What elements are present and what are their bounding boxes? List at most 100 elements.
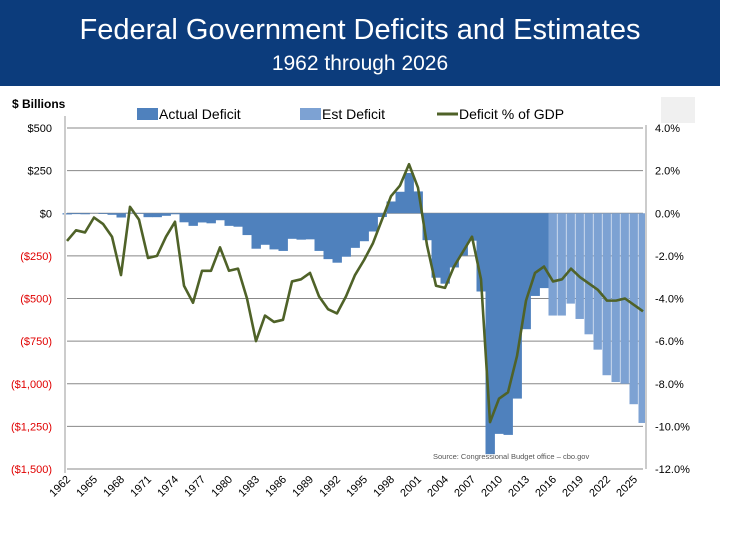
actual-deficit-bar	[305, 213, 315, 240]
actual-deficit-bar	[458, 213, 468, 256]
legend-swatch-actual	[137, 108, 158, 120]
x-tick-label: 2019	[560, 474, 586, 500]
actual-deficit-bar	[530, 213, 540, 296]
right-tick-label: -4.0%	[655, 294, 684, 306]
x-tick-label: 2016	[533, 474, 559, 500]
left-tick-label: ($1,500)	[11, 464, 52, 476]
legend-label-line: Deficit % of GDP	[459, 106, 564, 122]
actual-deficit-bar	[323, 213, 333, 260]
chart-title: Federal Government Deficits and Estimate…	[79, 14, 641, 46]
actual-deficit-bar	[197, 213, 207, 223]
x-tick-label: 1998	[371, 474, 397, 500]
x-tick-label: 1977	[182, 474, 208, 500]
left-tick-label: ($1,250)	[11, 421, 52, 433]
x-tick-label: 2007	[452, 474, 478, 500]
x-tick-label: 1980	[209, 474, 235, 500]
actual-deficit-bar	[134, 213, 144, 214]
legend-label-actual: Actual Deficit	[159, 106, 241, 122]
actual-deficit-bar	[116, 213, 126, 218]
actual-deficit-bar	[242, 213, 252, 236]
legend-placeholder-box	[661, 97, 695, 123]
actual-deficit-bar	[494, 213, 504, 434]
actual-deficit-bar	[368, 213, 378, 232]
actual-deficit-bar	[161, 213, 171, 216]
actual-deficit-bar	[539, 213, 549, 289]
right-tick-label: -2.0%	[655, 251, 684, 263]
right-tick-label: -6.0%	[655, 336, 684, 348]
actual-deficit-bar	[215, 213, 225, 221]
left-tick-label: $250	[28, 166, 52, 178]
actual-deficit-bar	[431, 213, 441, 278]
actual-deficit-bar	[440, 213, 450, 284]
x-tick-label: 1986	[263, 474, 289, 500]
left-tick-label: $0	[40, 208, 52, 220]
x-tick-label: 1971	[128, 474, 154, 500]
actual-deficit-bar	[98, 213, 108, 214]
actual-deficit-bar	[62, 213, 72, 215]
x-tick-label: 1974	[155, 474, 181, 500]
actual-deficit-bar	[485, 213, 495, 455]
right-tick-label: 4.0%	[655, 123, 680, 135]
actual-deficit-bar	[314, 213, 324, 251]
actual-deficit-bar	[179, 213, 189, 223]
x-tick-label: 1983	[236, 474, 262, 500]
x-tick-label: 2004	[425, 474, 451, 500]
x-tick-label: 2022	[587, 474, 613, 500]
chart-subtitle: 1962 through 2026	[271, 52, 449, 75]
actual-deficit-bar	[386, 201, 396, 214]
actual-deficit-bar	[503, 213, 513, 435]
right-tick-label: 0.0%	[655, 208, 680, 220]
actual-deficit-bar	[332, 213, 342, 263]
deficit-pct-gdp-line	[66, 162, 644, 424]
actual-deficit-bar	[206, 213, 216, 224]
x-tick-label: 1962	[47, 474, 73, 500]
est-deficit-bar	[611, 213, 620, 383]
x-tick-label: 2010	[479, 474, 505, 500]
title-banner: Federal Government Deficits and Estimate…	[0, 0, 720, 86]
actual-deficit-bar	[251, 213, 261, 249]
actual-deficit-bar	[449, 213, 459, 268]
left-tick-label: ($500)	[20, 294, 52, 306]
actual-deficit-bar	[143, 213, 153, 218]
actual-deficit-bar	[287, 213, 297, 239]
actual-deficit-bar	[71, 213, 81, 215]
left-tick-label: ($1,000)	[11, 379, 52, 391]
legend-swatch-est	[300, 108, 321, 120]
actual-deficit-bar	[170, 213, 180, 215]
x-tick-label: 1965	[74, 474, 100, 500]
est-deficit-bar	[593, 213, 602, 350]
actual-deficit-bar	[350, 213, 360, 248]
est-deficit-bar	[575, 213, 584, 319]
x-tick-label: 1992	[317, 474, 343, 500]
actual-deficit-bar	[377, 213, 387, 218]
est-deficit-bar	[638, 213, 647, 423]
actual-deficit-bar	[404, 173, 414, 214]
actual-deficit-bar	[341, 213, 351, 257]
y-axis-label: $ Billions	[12, 97, 66, 111]
x-tick-label: 1968	[101, 474, 127, 500]
actual-deficit-bar	[467, 213, 477, 241]
legend: Actual Deficit Est Deficit Deficit % of …	[137, 106, 564, 122]
actual-deficit-bar	[422, 213, 432, 241]
est-deficit-bar	[584, 213, 593, 335]
right-tick-label: -10.0%	[655, 421, 690, 433]
actual-deficit-bar	[395, 191, 405, 214]
actual-deficit-bar	[260, 213, 270, 245]
left-tick-label: $500	[28, 123, 52, 135]
x-tick-label: 2001	[398, 474, 424, 500]
actual-deficit-bar	[269, 213, 279, 250]
actual-deficit-bar	[296, 213, 306, 240]
est-deficit-bar	[557, 213, 566, 316]
est-deficit-bar	[566, 213, 575, 304]
actual-deficit-bar	[476, 213, 486, 292]
est-deficit-bar	[602, 213, 611, 376]
right-tick-label: 2.0%	[655, 166, 680, 178]
x-tick-label: 2013	[506, 474, 532, 500]
actual-deficit-bar	[413, 191, 423, 214]
actual-deficit-bar	[359, 213, 369, 242]
est-deficit-bar	[548, 213, 557, 316]
actual-deficit-bar	[152, 213, 162, 218]
x-tick-label: 2025	[614, 474, 640, 500]
